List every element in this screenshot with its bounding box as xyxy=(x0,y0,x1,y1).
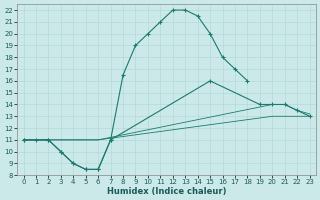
X-axis label: Humidex (Indice chaleur): Humidex (Indice chaleur) xyxy=(107,187,226,196)
